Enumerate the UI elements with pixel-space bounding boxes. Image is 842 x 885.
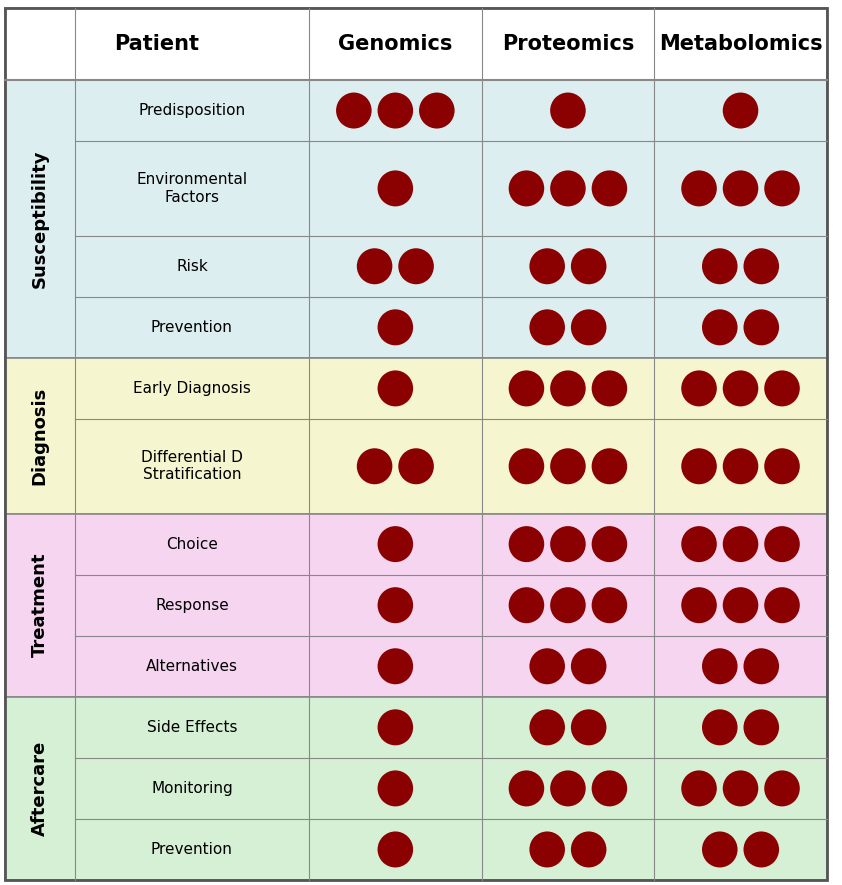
Circle shape — [702, 648, 738, 684]
Circle shape — [765, 771, 800, 806]
Circle shape — [702, 249, 738, 284]
Circle shape — [571, 710, 606, 745]
Circle shape — [377, 171, 413, 206]
Circle shape — [530, 310, 565, 345]
Circle shape — [722, 771, 759, 806]
Circle shape — [509, 171, 544, 206]
Circle shape — [743, 832, 779, 867]
Circle shape — [743, 710, 779, 745]
Circle shape — [681, 449, 717, 484]
Circle shape — [550, 587, 586, 623]
Circle shape — [592, 449, 627, 484]
Circle shape — [550, 371, 586, 406]
Circle shape — [377, 371, 413, 406]
Circle shape — [377, 710, 413, 745]
Circle shape — [681, 587, 717, 623]
FancyBboxPatch shape — [5, 358, 827, 513]
FancyBboxPatch shape — [5, 696, 827, 880]
Text: Metabolomics: Metabolomics — [658, 34, 823, 54]
Text: Prevention: Prevention — [151, 842, 233, 857]
Circle shape — [681, 371, 717, 406]
Text: Predisposition: Predisposition — [138, 103, 246, 118]
Circle shape — [743, 249, 779, 284]
Circle shape — [550, 526, 586, 562]
Circle shape — [592, 171, 627, 206]
Text: Response: Response — [155, 597, 229, 612]
Text: Proteomics: Proteomics — [502, 34, 634, 54]
Circle shape — [571, 249, 606, 284]
Circle shape — [722, 449, 759, 484]
Circle shape — [743, 648, 779, 684]
Text: Risk: Risk — [176, 258, 208, 273]
Circle shape — [336, 93, 371, 128]
Circle shape — [743, 310, 779, 345]
Circle shape — [398, 249, 434, 284]
Circle shape — [509, 587, 544, 623]
Text: Side Effects: Side Effects — [147, 720, 237, 735]
FancyBboxPatch shape — [5, 80, 827, 358]
Text: Diagnosis: Diagnosis — [31, 387, 49, 485]
Circle shape — [377, 832, 413, 867]
Circle shape — [722, 526, 759, 562]
FancyBboxPatch shape — [5, 513, 827, 696]
Text: Prevention: Prevention — [151, 319, 233, 335]
Circle shape — [702, 832, 738, 867]
Circle shape — [377, 93, 413, 128]
Circle shape — [377, 771, 413, 806]
Circle shape — [377, 310, 413, 345]
Text: Treatment: Treatment — [31, 553, 49, 658]
Circle shape — [681, 771, 717, 806]
Circle shape — [509, 771, 544, 806]
Circle shape — [377, 526, 413, 562]
Circle shape — [550, 93, 586, 128]
Circle shape — [681, 171, 717, 206]
Circle shape — [419, 93, 455, 128]
Circle shape — [765, 171, 800, 206]
Circle shape — [681, 526, 717, 562]
FancyBboxPatch shape — [5, 8, 827, 80]
Circle shape — [530, 832, 565, 867]
Circle shape — [592, 371, 627, 406]
Circle shape — [765, 449, 800, 484]
Text: Genomics: Genomics — [338, 34, 452, 54]
Circle shape — [722, 171, 759, 206]
Text: Environmental
Factors: Environmental Factors — [136, 173, 248, 204]
Circle shape — [592, 526, 627, 562]
Circle shape — [357, 449, 392, 484]
Circle shape — [377, 648, 413, 684]
Circle shape — [530, 648, 565, 684]
Circle shape — [357, 249, 392, 284]
Circle shape — [530, 249, 565, 284]
Text: Differential D
Stratification: Differential D Stratification — [141, 450, 242, 482]
Circle shape — [509, 449, 544, 484]
Circle shape — [398, 449, 434, 484]
Circle shape — [509, 371, 544, 406]
Circle shape — [550, 449, 586, 484]
Circle shape — [377, 587, 413, 623]
Circle shape — [509, 526, 544, 562]
Circle shape — [765, 587, 800, 623]
Text: Susceptibility: Susceptibility — [31, 150, 49, 289]
Text: Choice: Choice — [166, 536, 218, 551]
Circle shape — [722, 587, 759, 623]
Circle shape — [702, 710, 738, 745]
Circle shape — [702, 310, 738, 345]
Text: Aftercare: Aftercare — [31, 741, 49, 836]
Circle shape — [571, 648, 606, 684]
Text: Alternatives: Alternatives — [146, 658, 238, 673]
Text: Patient: Patient — [115, 34, 200, 54]
Text: Early Diagnosis: Early Diagnosis — [133, 381, 251, 396]
Circle shape — [550, 771, 586, 806]
Circle shape — [722, 371, 759, 406]
Circle shape — [765, 526, 800, 562]
Text: Monitoring: Monitoring — [151, 781, 232, 796]
Circle shape — [592, 771, 627, 806]
Circle shape — [722, 93, 759, 128]
Circle shape — [765, 371, 800, 406]
Circle shape — [530, 710, 565, 745]
Circle shape — [571, 832, 606, 867]
Circle shape — [550, 171, 586, 206]
Circle shape — [592, 587, 627, 623]
Circle shape — [571, 310, 606, 345]
